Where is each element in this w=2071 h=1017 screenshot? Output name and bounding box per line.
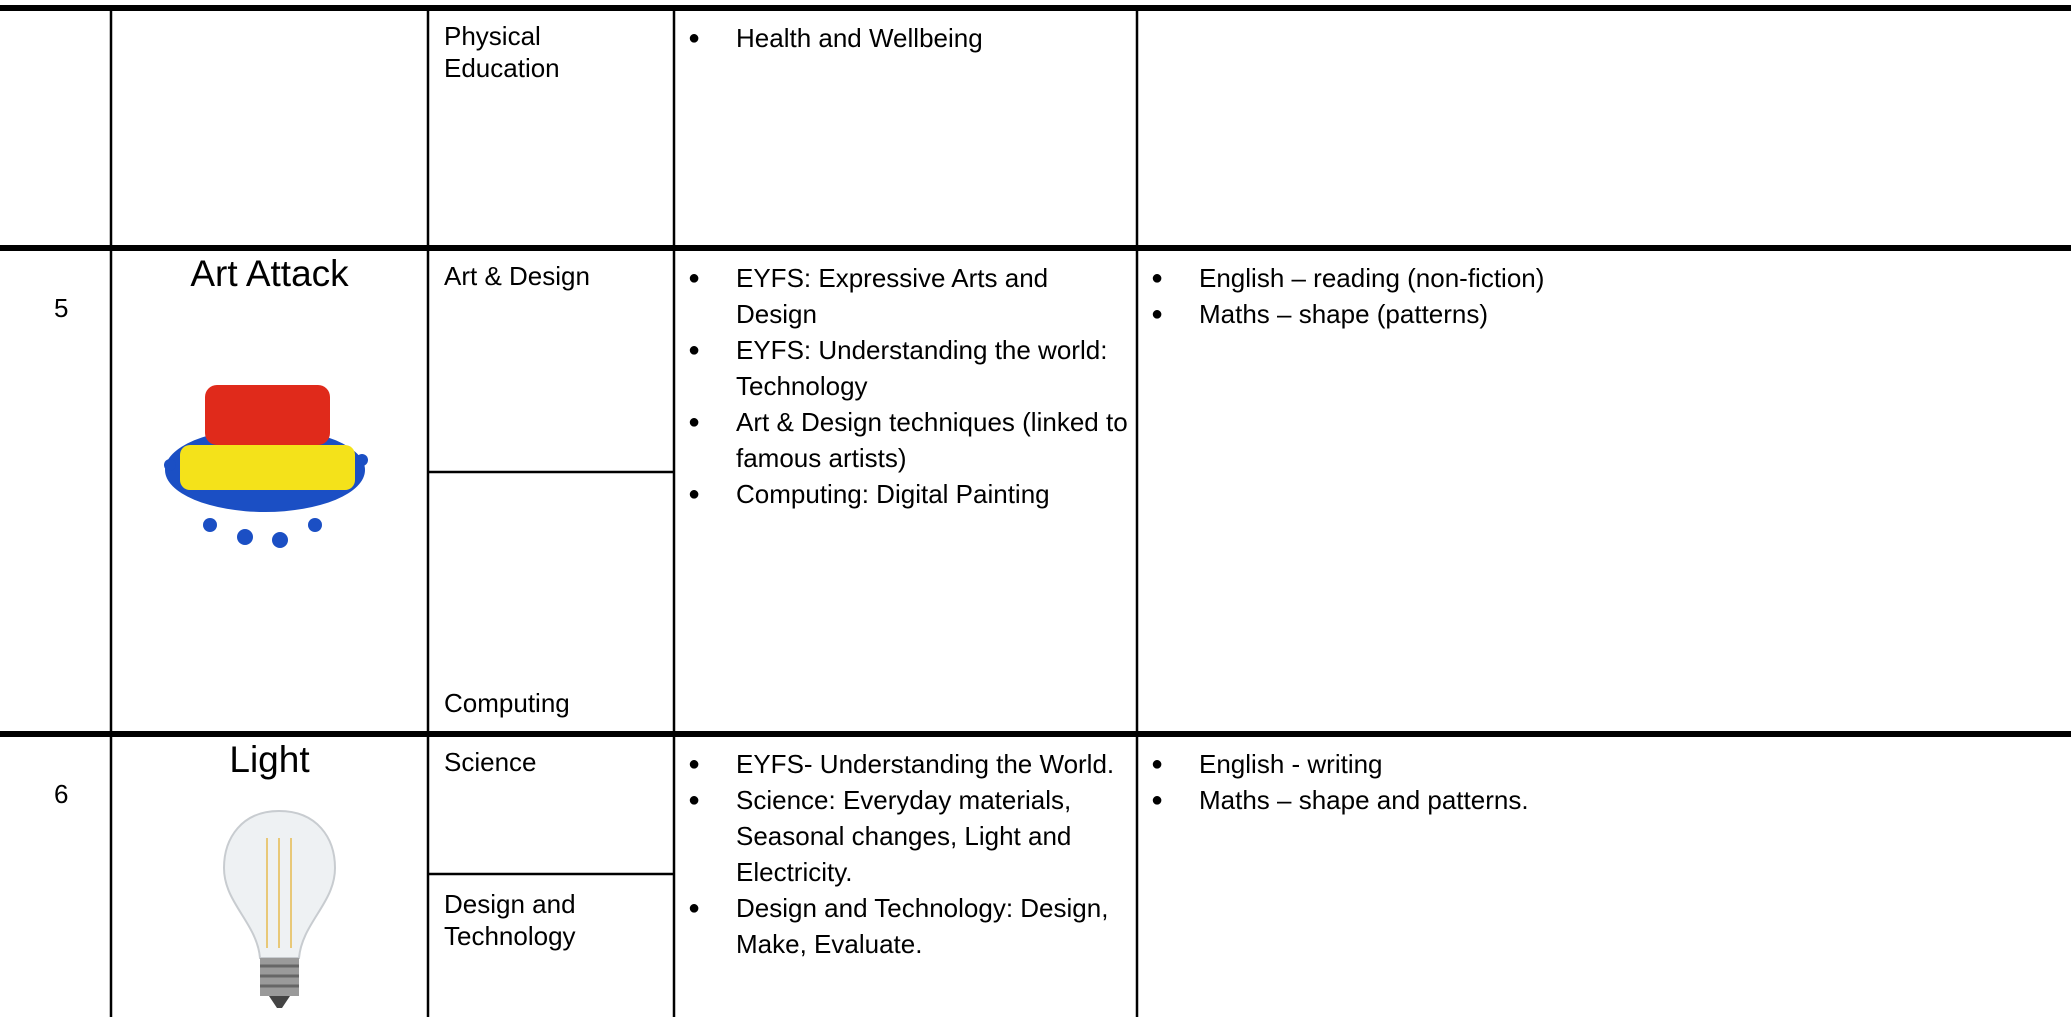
art-attack-logo: [164, 385, 368, 548]
subject: Design and Technology: [444, 889, 576, 951]
light-bulb-image: [222, 809, 337, 1008]
objectives-list: EYFS: Expressive Arts and DesignEYFS: Un…: [674, 260, 1134, 512]
topic-title: Light: [229, 739, 310, 780]
list-item: EYFS: Understanding the world: Technolog…: [674, 332, 1134, 404]
row-number: 5: [54, 293, 69, 323]
list-item: Design and Technology: Design, Make, Eva…: [674, 890, 1134, 962]
links-list: English - writingMaths – shape and patte…: [1137, 746, 2037, 818]
list-item: Art & Design techniques (linked to famou…: [674, 404, 1134, 476]
objectives-list: Health and Wellbeing: [674, 20, 1134, 56]
list-item: EYFS- Understanding the World.: [674, 746, 1134, 782]
topic-title: Art Attack: [190, 253, 349, 294]
list-item: Maths – shape and patterns.: [1137, 782, 2037, 818]
subject: Computing: [444, 688, 570, 718]
list-item: Health and Wellbeing: [674, 20, 1134, 56]
objectives-list: EYFS- Understanding the World.Science: E…: [674, 746, 1134, 962]
list-item: Computing: Digital Painting: [674, 476, 1134, 512]
list-item: English – reading (non-fiction): [1137, 260, 2037, 296]
subject: Physical Education: [444, 21, 560, 83]
list-item: Science: Everyday materials, Seasonal ch…: [674, 782, 1134, 890]
row-number: 6: [54, 779, 69, 809]
list-item: EYFS: Expressive Arts and Design: [674, 260, 1134, 332]
list-item: Maths – shape (patterns): [1137, 296, 2037, 332]
links-list: English – reading (non-fiction)Maths – s…: [1137, 260, 2037, 332]
subject: Art & Design: [444, 261, 590, 291]
list-item: English - writing: [1137, 746, 2037, 782]
subject: Science: [444, 747, 537, 777]
